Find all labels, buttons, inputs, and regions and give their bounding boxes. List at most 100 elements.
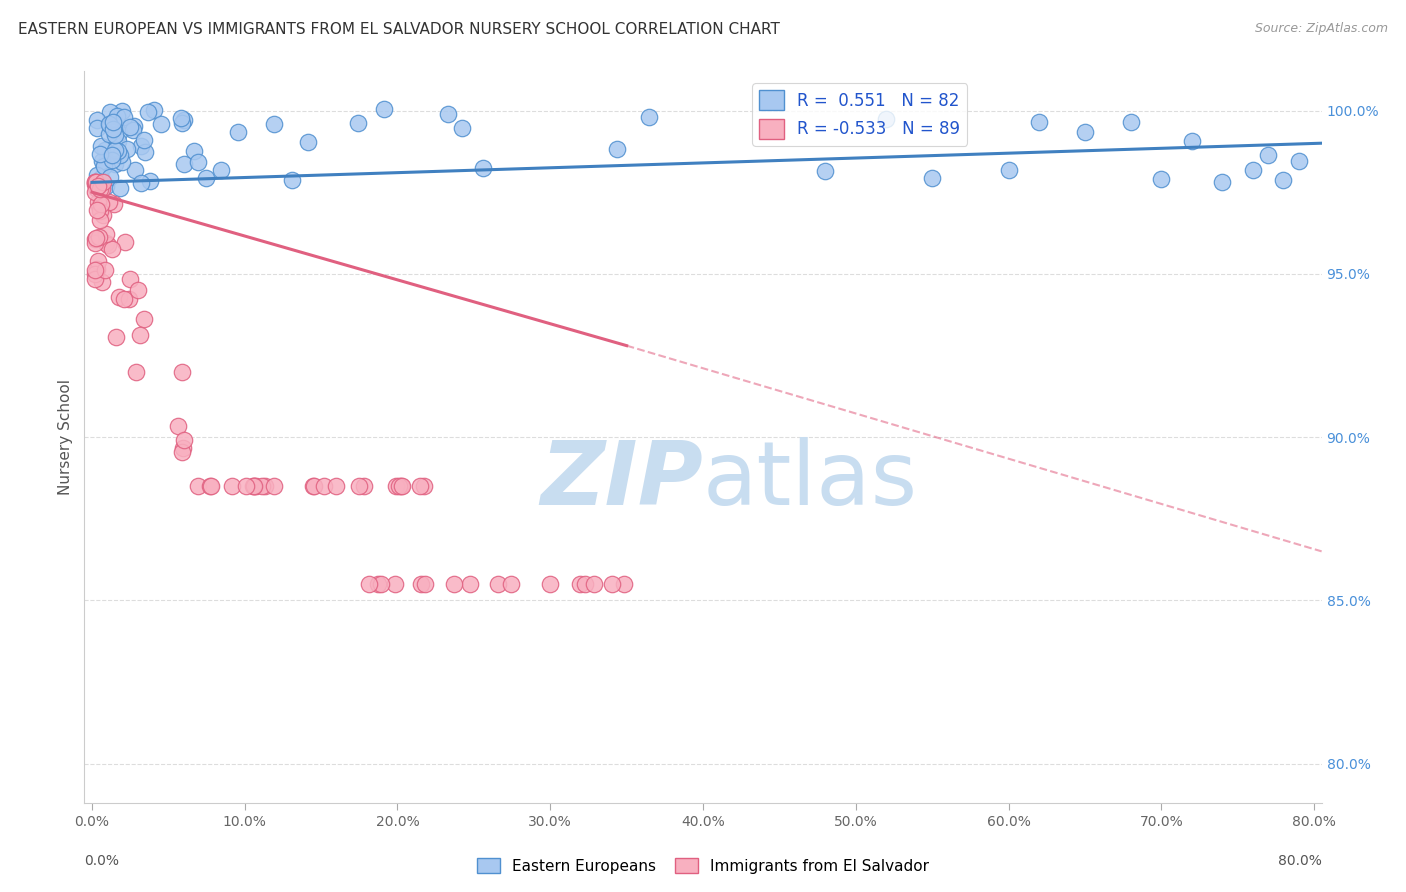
Point xyxy=(94,236,117,251)
Point xyxy=(87,230,110,244)
Point xyxy=(90,197,112,211)
Point xyxy=(263,117,285,131)
Point xyxy=(373,102,395,116)
Point xyxy=(997,162,1019,177)
Point xyxy=(98,127,121,141)
Point xyxy=(252,479,274,493)
Point xyxy=(1119,114,1142,128)
Point xyxy=(389,479,412,493)
Point xyxy=(132,311,155,326)
Point xyxy=(118,272,141,286)
Point xyxy=(1074,125,1097,139)
Point xyxy=(93,157,115,171)
Point xyxy=(1028,114,1050,128)
Point xyxy=(302,479,325,493)
Point xyxy=(86,203,108,218)
Point xyxy=(103,197,125,211)
Point xyxy=(84,181,107,195)
Point xyxy=(98,195,121,210)
Point xyxy=(538,577,561,591)
Point xyxy=(409,577,432,591)
Point xyxy=(183,144,205,158)
Point xyxy=(388,479,411,493)
Point xyxy=(136,105,159,120)
Text: 80.0%: 80.0% xyxy=(1278,854,1322,868)
Point xyxy=(86,261,108,276)
Point xyxy=(297,136,319,150)
Point xyxy=(409,479,432,493)
Point xyxy=(84,267,107,281)
Point xyxy=(84,178,107,192)
Point xyxy=(90,171,112,186)
Point xyxy=(132,133,155,147)
Point xyxy=(86,112,108,127)
Point xyxy=(187,479,209,493)
Point xyxy=(486,577,509,591)
Point xyxy=(1288,154,1310,169)
Point xyxy=(413,479,436,493)
Point xyxy=(96,178,118,193)
Point xyxy=(91,275,114,289)
Point xyxy=(245,479,267,493)
Point xyxy=(312,479,335,493)
Point xyxy=(198,479,221,493)
Point xyxy=(129,176,152,190)
Point xyxy=(86,178,108,192)
Point xyxy=(139,174,162,188)
Point xyxy=(120,120,142,134)
Point xyxy=(242,479,264,493)
Point xyxy=(172,115,194,129)
Point xyxy=(472,161,495,175)
Point xyxy=(86,121,108,136)
Point xyxy=(173,157,195,171)
Point xyxy=(501,577,523,591)
Point xyxy=(93,159,115,173)
Point xyxy=(89,147,111,161)
Point xyxy=(91,175,114,189)
Point xyxy=(367,577,389,591)
Point xyxy=(89,212,111,227)
Point xyxy=(243,479,266,493)
Point xyxy=(94,144,117,158)
Point xyxy=(170,111,193,125)
Point xyxy=(107,126,129,140)
Point xyxy=(443,577,465,591)
Point xyxy=(84,272,107,286)
Point xyxy=(172,441,194,455)
Point xyxy=(814,164,837,178)
Point xyxy=(89,204,111,219)
Point xyxy=(125,365,148,379)
Point xyxy=(101,242,124,256)
Point xyxy=(108,290,131,304)
Point xyxy=(391,479,413,493)
Point xyxy=(385,479,408,493)
Point xyxy=(638,110,661,124)
Point xyxy=(921,170,943,185)
Point xyxy=(98,119,121,133)
Point xyxy=(107,145,129,159)
Point xyxy=(101,147,124,161)
Point xyxy=(114,235,136,249)
Point xyxy=(87,179,110,194)
Point xyxy=(413,577,436,591)
Point xyxy=(124,162,146,177)
Point xyxy=(173,433,195,447)
Point xyxy=(574,577,596,591)
Point xyxy=(112,292,135,306)
Point xyxy=(84,175,107,189)
Legend: Eastern Europeans, Immigrants from El Salvador: Eastern Europeans, Immigrants from El Sa… xyxy=(471,852,935,880)
Point xyxy=(87,253,110,268)
Point xyxy=(98,104,121,119)
Point xyxy=(1272,172,1295,186)
Point xyxy=(875,112,897,126)
Y-axis label: Nursery School: Nursery School xyxy=(58,379,73,495)
Point xyxy=(105,110,128,124)
Point xyxy=(347,115,370,129)
Point xyxy=(242,479,264,493)
Point xyxy=(105,117,128,131)
Point xyxy=(101,122,124,136)
Point xyxy=(84,231,107,245)
Point xyxy=(451,121,474,136)
Point xyxy=(84,262,107,277)
Point xyxy=(110,181,132,195)
